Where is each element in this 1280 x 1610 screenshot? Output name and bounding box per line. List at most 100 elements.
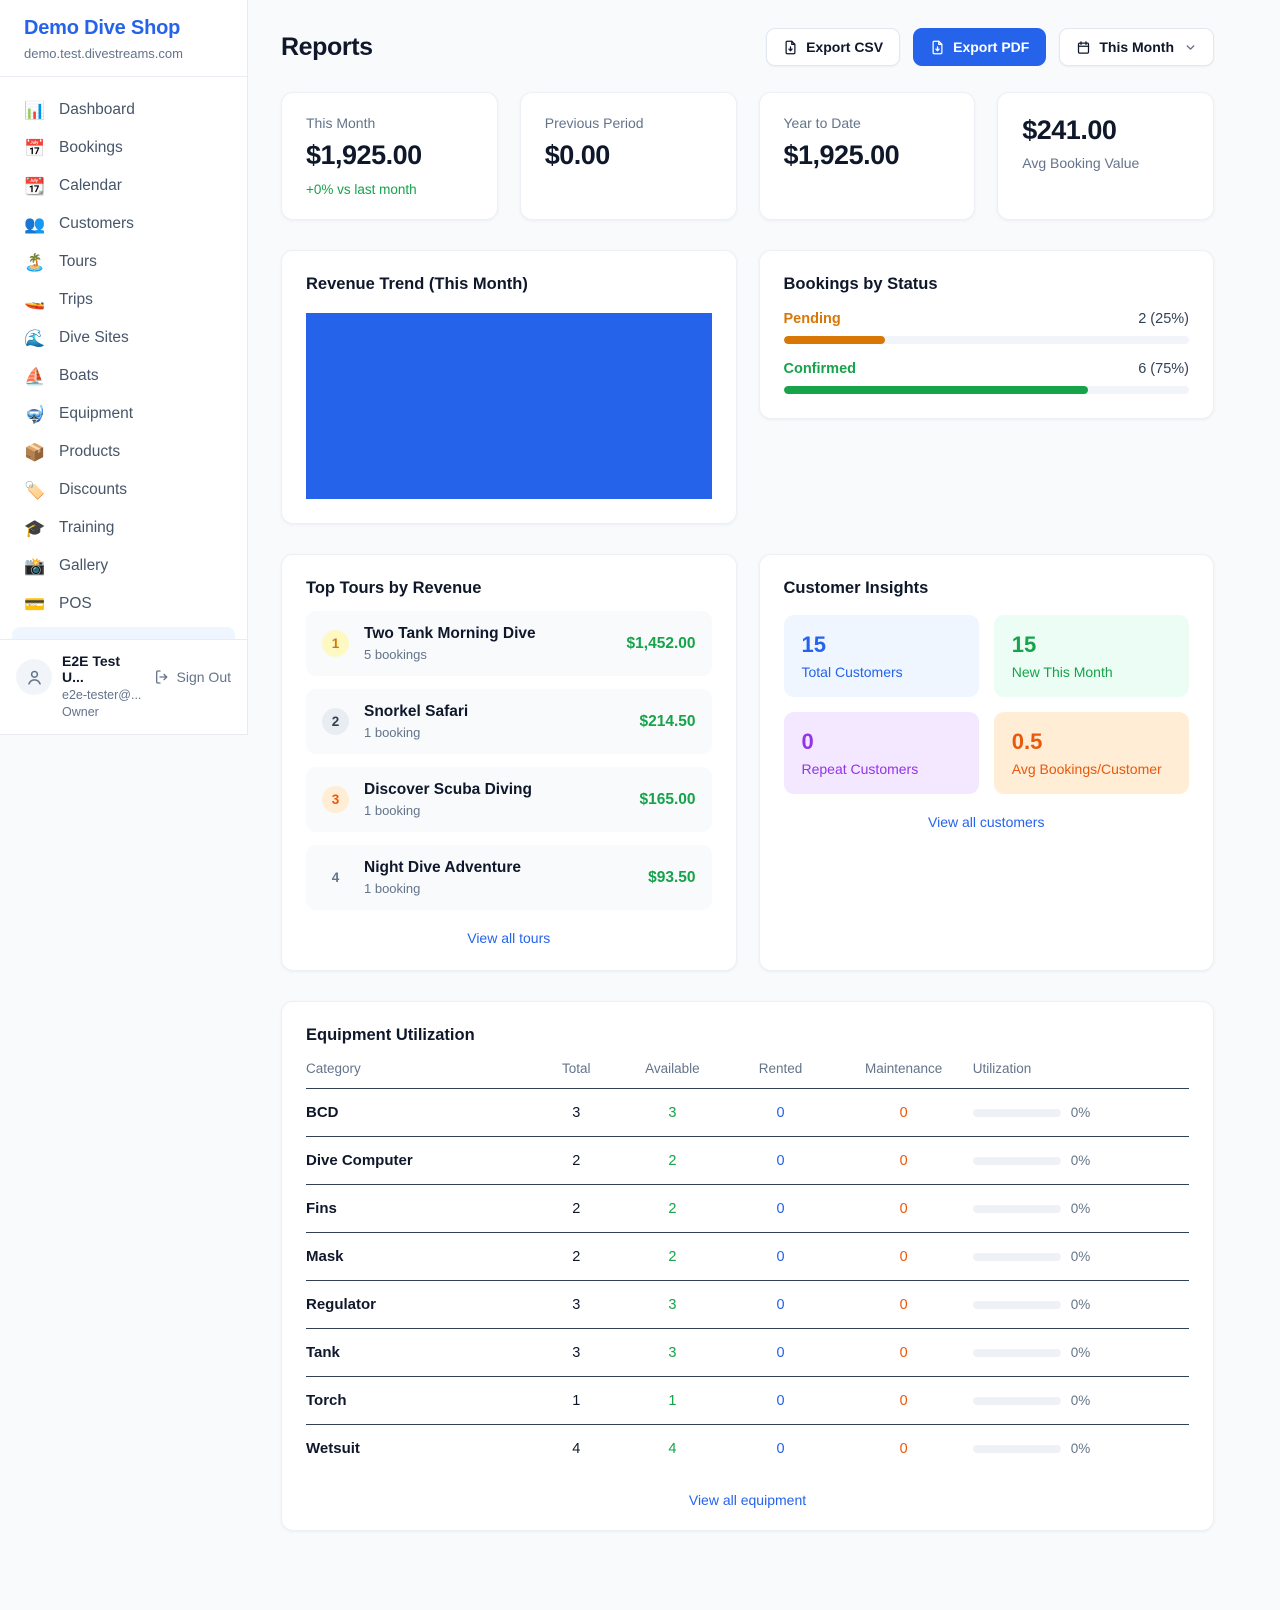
utilization-bar [972,1156,1061,1165]
main-content: Reports Export CSV Export PDF This Month [248,0,1280,1571]
equipment-maintenance: 0 [899,1200,908,1217]
stat-card-year-to-date: Year to Date $1,925.00 [758,92,976,220]
sign-out-label: Sign Out [176,669,231,685]
equipment-available: 2 [668,1152,677,1169]
utilization-bar [972,1204,1061,1213]
sidebar-item-products[interactable]: 📦 Products [24,442,121,462]
equipment-maintenance: 0 [899,1392,908,1409]
sidebar-item-trips[interactable]: 🚤 Trips [24,290,93,310]
sidebar-item-reports-partial[interactable] [12,627,235,639]
sidebar-item-equipment[interactable]: 🤿 Equipment [24,404,134,424]
equipment-total: 3 [572,1344,581,1361]
equipment-maintenance: 0 [899,1104,908,1121]
sidebar: Demo Dive Shop demo.test.divestreams.com… [0,0,248,735]
insight-tile: 0.5 Avg Bookings/Customer [993,712,1189,794]
table-row: Fins 2 2 0 0 0% [306,1185,1189,1233]
equipment-total: 4 [572,1440,581,1457]
equipment-category: Regulator [306,1296,377,1313]
sign-out-button[interactable]: Sign Out [154,669,231,685]
sidebar-item-discounts[interactable]: 🏷️ Discounts [24,480,128,500]
table-row: Mask 2 2 0 0 0% [306,1233,1189,1281]
equipment-category: Dive Computer [306,1152,413,1169]
equipment-rented: 0 [776,1344,785,1361]
utilization-bar [972,1300,1061,1309]
utilization-percent: 0% [1070,1441,1091,1456]
graduation-cap-icon: 🎓 [24,518,46,538]
export-pdf-button[interactable]: Export PDF [913,28,1047,66]
status-label: Pending [783,311,841,327]
period-value: This Month [1099,39,1174,55]
people-icon: 👥 [24,214,46,234]
equipment-rented: 0 [776,1104,785,1121]
sidebar-item-dashboard[interactable]: 📊 Dashboard [24,100,135,120]
equipment-utilization-card: Equipment Utilization Category Total Ava… [281,1001,1214,1531]
utilization-bar [972,1108,1061,1117]
sidebar-item-training[interactable]: 🎓 Training [24,518,115,538]
view-all-customers-link[interactable]: View all customers [928,814,1045,830]
utilization-percent: 0% [1070,1249,1091,1264]
stat-cards-row: This Month $1,925.00 +0% vs last month P… [281,92,1214,220]
status-progress-track [783,336,1189,344]
bookings-by-status-card: Bookings by Status Pending 2 (25%) Confi… [758,250,1214,419]
speedboat-icon: 🚤 [24,290,46,310]
stat-card-avg-booking-value: $241.00 Avg Booking Value [997,92,1214,220]
status-value: 2 (25%) [1138,311,1189,327]
status-row: Pending 2 (25%) [783,311,1189,344]
equipment-total: 2 [572,1248,581,1265]
stat-delta: +0% vs last month [306,182,417,197]
utilization-bar [972,1444,1061,1453]
period-dropdown[interactable]: This Month [1059,28,1214,66]
view-all-tours-link[interactable]: View all tours [467,930,551,946]
equipment-utilization-title: Equipment Utilization [306,1026,475,1044]
status-progress-track [783,386,1189,394]
sidebar-item-calendar[interactable]: 📆 Calendar [24,176,122,196]
table-row: BCD 3 3 0 0 0% [306,1089,1189,1137]
view-all-equipment-link[interactable]: View all equipment [688,1492,807,1508]
utilization-percent: 0% [1070,1393,1091,1408]
utilization-percent: 0% [1070,1153,1091,1168]
sidebar-item-tours[interactable]: 🏝️ Tours [24,252,97,272]
insight-tile: 0 Repeat Customers [783,712,979,794]
sidebar-item-gallery[interactable]: 📸 Gallery [24,556,109,576]
utilization-percent: 0% [1070,1297,1091,1312]
equipment-rented: 0 [776,1200,785,1217]
utilization-bar [972,1252,1061,1261]
tear-off-calendar-icon: 📆 [24,176,46,196]
equipment-category: Tank [306,1344,340,1361]
sidebar-item-pos[interactable]: 💳 POS [24,594,92,614]
rank-badge: 4 [331,870,340,885]
insight-label: New This Month [1011,664,1113,680]
wave-icon: 🌊 [24,328,46,348]
bookings-by-status-title: Bookings by Status [783,275,938,293]
credit-card-icon: 💳 [24,594,46,614]
user-email: e2e-tester@... [62,688,142,702]
customer-insights-card: Customer Insights 15 Total Customers 15 … [758,554,1214,971]
sidebar-item-boats[interactable]: ⛵ Boats [24,366,99,386]
equipment-available: 1 [668,1392,677,1409]
equipment-total: 2 [572,1152,581,1169]
top-tours-card: Top Tours by Revenue 1 Two Tank Morning … [281,554,737,971]
tour-list-item: 2 Snorkel Safari 1 booking $214.50 [306,689,712,754]
bar-chart-icon: 📊 [24,100,46,120]
label-tag-icon: 🏷️ [24,480,46,500]
utilization-bar [972,1348,1061,1357]
equipment-maintenance: 0 [899,1248,908,1265]
table-row: Regulator 3 3 0 0 0% [306,1281,1189,1329]
utilization-percent: 0% [1070,1345,1091,1360]
customer-insights-title: Customer Insights [783,579,929,597]
sidebar-item-bookings[interactable]: 📅 Bookings [24,138,123,158]
insight-label: Total Customers [801,664,903,680]
island-icon: 🏝️ [24,252,46,272]
insight-value: 15 [801,632,826,657]
export-csv-button[interactable]: Export CSV [766,28,901,66]
utilization-percent: 0% [1070,1201,1091,1216]
sidebar-item-customers[interactable]: 👥 Customers [24,214,134,234]
tour-bookings: 1 booking [364,725,421,740]
equipment-category: Fins [306,1200,337,1217]
insight-value: 0 [801,729,814,754]
sidebar-item-dive-sites[interactable]: 🌊 Dive Sites [24,328,129,348]
user-info: E2E Test U... e2e-tester@... Owner [62,653,144,719]
table-row: Tank 3 3 0 0 0% [306,1329,1189,1377]
stat-card-this-month: This Month $1,925.00 +0% vs last month [281,92,498,220]
shop-name: Demo Dive Shop [24,17,181,39]
